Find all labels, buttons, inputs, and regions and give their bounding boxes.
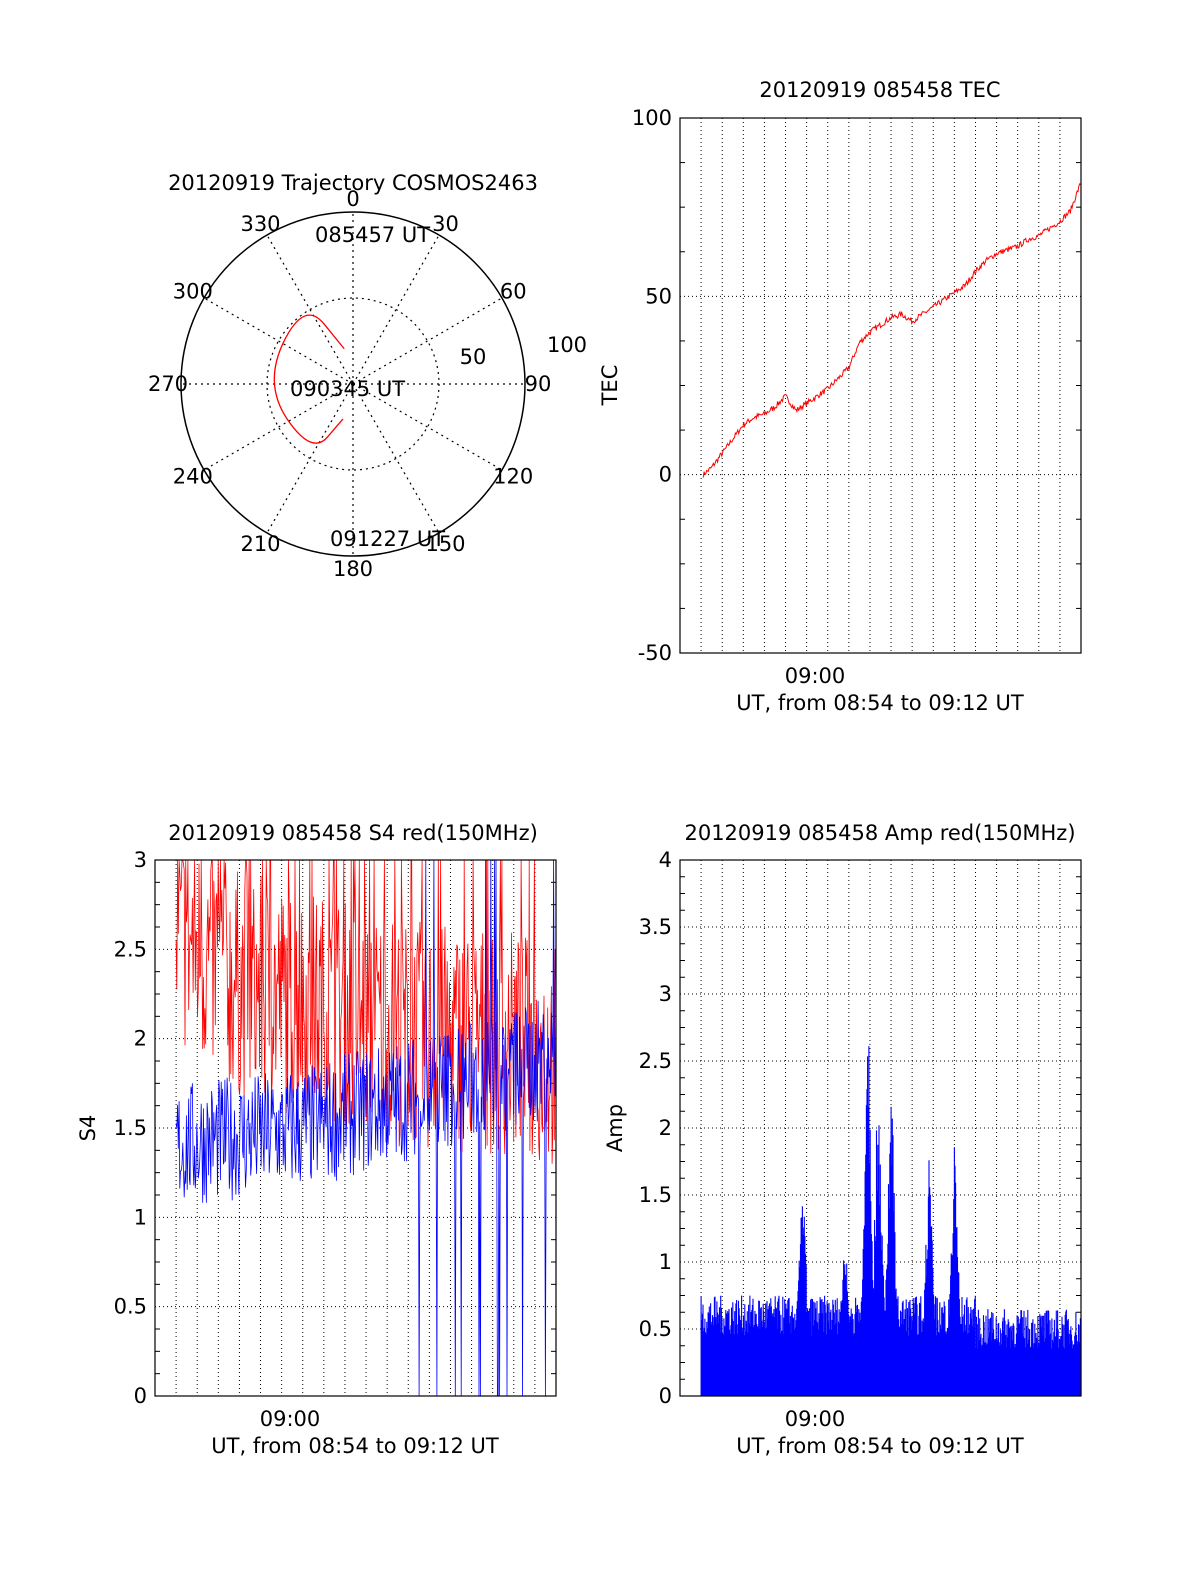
polar-outer-circle bbox=[180, 211, 526, 557]
amp-title: 20120919 085458 Amp red(150MHz) bbox=[684, 821, 1075, 845]
polar-angle-tick-label: 240 bbox=[173, 465, 213, 489]
s4-ytick-label: 2 bbox=[134, 1027, 147, 1051]
tec-ylabel: TEC bbox=[598, 365, 622, 407]
s4-series bbox=[175, 859, 557, 1397]
polar-angle-tick-label: 330 bbox=[240, 212, 280, 236]
polar-angle-tick-label: 270 bbox=[148, 372, 188, 396]
s4-ytick-label: 1 bbox=[134, 1205, 147, 1229]
s4-ytick-label: 0 bbox=[134, 1384, 147, 1408]
s4-ytick-label: 1.5 bbox=[114, 1116, 147, 1140]
amp-ytick-label: 3.5 bbox=[639, 915, 672, 939]
amp-ytick-label: 1 bbox=[659, 1250, 672, 1274]
polar-trajectory-plot: 20120919 Trajectory COSMOS2463 0 30 60 90 12… bbox=[148, 171, 587, 581]
amp-ytick-label: 2.5 bbox=[639, 1049, 672, 1073]
amp-ytick-label: 3 bbox=[659, 982, 672, 1006]
polar-spoke bbox=[352, 383, 440, 534]
polar-spoke bbox=[266, 383, 354, 534]
tec-yticks: -50 0 50 100 bbox=[632, 106, 672, 665]
amp-ytick-label: 4 bbox=[659, 848, 672, 872]
tec-plot: 20120919 085458 TEC TEC UT, from 08:54 t… bbox=[598, 78, 1082, 715]
s4-ytick-label: 0.5 bbox=[114, 1295, 147, 1319]
polar-angle-tick-label: 180 bbox=[333, 557, 373, 581]
s4-yticks: 0 0.5 1 1.5 2 2.5 3 bbox=[114, 848, 147, 1408]
tec-title: 20120919 085458 TEC bbox=[759, 78, 1000, 102]
amp-ytick-label: 0 bbox=[659, 1384, 672, 1408]
polar-title: 20120919 Trajectory COSMOS2463 bbox=[168, 171, 538, 195]
s4-plot-frame bbox=[154, 859, 557, 1397]
s4-title: 20120919 085458 S4 red(150MHz) bbox=[168, 821, 538, 845]
polar-angle-tick-label: 150 bbox=[425, 532, 465, 556]
polar-angle-tick-label: 300 bbox=[173, 280, 213, 304]
polar-angle-tick-label: 30 bbox=[432, 212, 459, 236]
amp-bars bbox=[700, 1046, 1082, 1396]
amp-series bbox=[700, 1046, 1082, 1396]
s4-blue-line bbox=[175, 859, 557, 1397]
polar-end-label: 091227 UT bbox=[330, 527, 445, 551]
polar-angle-tick-label: 210 bbox=[240, 532, 280, 556]
tec-series bbox=[702, 183, 1081, 478]
polar-angle-tick-label: 90 bbox=[525, 372, 552, 396]
tec-xlabel: UT, from 08:54 to 09:12 UT bbox=[736, 691, 1024, 715]
polar-spoke bbox=[203, 297, 354, 385]
s4-xlabel: UT, from 08:54 to 09:12 UT bbox=[211, 1434, 499, 1458]
s4-xtick-0900: 09:00 bbox=[260, 1407, 321, 1431]
amp-ytick-label: 0.5 bbox=[639, 1317, 672, 1341]
amp-plot-frame bbox=[679, 859, 1082, 1397]
tec-grid bbox=[680, 118, 1081, 653]
amp-xlabel: UT, from 08:54 to 09:12 UT bbox=[736, 1434, 1024, 1458]
polar-angle-tick-label: 60 bbox=[500, 280, 527, 304]
s4-red-line bbox=[175, 859, 557, 1164]
tec-ytick-label: -50 bbox=[638, 641, 672, 665]
polar-spoke bbox=[203, 383, 354, 471]
amp-yticks: 0 0.5 1 1.5 2 2.5 3 3.5 4 bbox=[639, 848, 672, 1408]
s4-ylabel: S4 bbox=[76, 1115, 100, 1142]
s4-ytick-label: 3 bbox=[134, 848, 147, 872]
s4-ytick-label: 2.5 bbox=[114, 937, 147, 961]
polar-grid bbox=[180, 211, 526, 557]
polar-mid-label: 090345 UT bbox=[290, 377, 405, 401]
tec-ytick-label: 100 bbox=[632, 106, 672, 130]
polar-spoke bbox=[352, 234, 440, 385]
tec-plot-frame bbox=[679, 117, 1082, 654]
s4-plot: 20120919 085458 S4 red(150MHz) S4 UT, fr… bbox=[76, 821, 557, 1458]
polar-angle-tick-label: 120 bbox=[493, 465, 533, 489]
tec-ytick-label: 0 bbox=[659, 463, 672, 487]
tec-xtick-0900: 09:00 bbox=[785, 664, 846, 688]
amp-xtick-0900: 09:00 bbox=[785, 1407, 846, 1431]
polar-spoke bbox=[266, 234, 354, 385]
polar-angle-tick-label: 0 bbox=[346, 187, 359, 211]
polar-spoke bbox=[352, 297, 503, 385]
polar-spoke bbox=[352, 383, 503, 471]
polar-trajectory-track bbox=[273, 314, 345, 444]
polar-trajectory-line bbox=[273, 314, 345, 444]
amp-ytick-label: 2 bbox=[659, 1116, 672, 1140]
amp-plot: 20120919 085458 Amp red(150MHz) Amp UT, … bbox=[603, 821, 1082, 1458]
tec-line bbox=[702, 183, 1081, 478]
amp-ytick-label: 1.5 bbox=[639, 1183, 672, 1207]
polar-start-label: 085457 UT bbox=[315, 223, 430, 247]
tec-ytick-label: 50 bbox=[645, 284, 672, 308]
amp-ylabel: Amp bbox=[603, 1104, 627, 1152]
polar-radial-tick-100: 100 bbox=[547, 333, 587, 357]
polar-radial-tick-50: 50 bbox=[460, 345, 487, 369]
polar-angle-ticks: 0 30 60 90 120 150 180 210 240 270 300 330 bbox=[148, 187, 551, 581]
